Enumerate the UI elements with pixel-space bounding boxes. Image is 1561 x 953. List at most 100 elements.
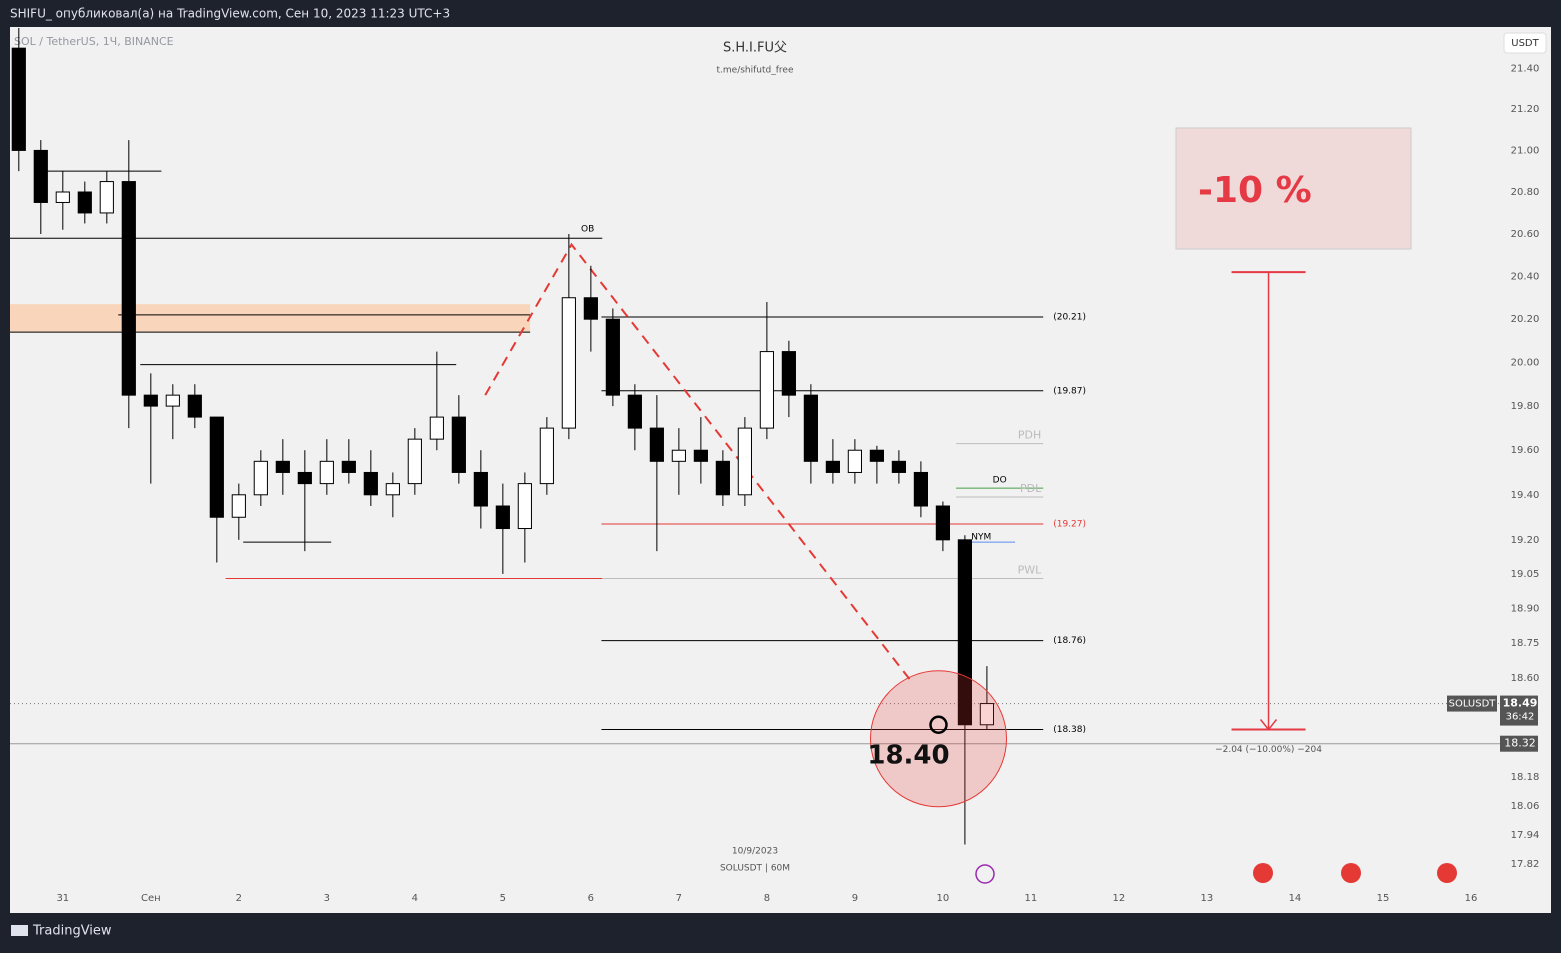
candle-body: [627, 394, 642, 429]
candle-body: [561, 297, 576, 429]
x-tick-label: 8: [764, 893, 770, 904]
level-label: NYM: [971, 533, 991, 543]
event-icon[interactable]: [1253, 863, 1273, 883]
candle-body: [363, 471, 378, 496]
symbol-tag-text: SOLUSDT: [1449, 699, 1497, 710]
interval-label: SOLUSDT | 60M: [720, 864, 790, 874]
y-tick-label: 18.18: [1511, 772, 1540, 783]
level-label: PDH: [1018, 429, 1041, 442]
candle-body: [825, 460, 840, 473]
level-label: (18.76): [1053, 636, 1086, 646]
y-tick-label: 18.75: [1511, 638, 1540, 649]
last-price-text: 18.49: [1503, 697, 1538, 710]
x-tick-label: 11: [1025, 893, 1038, 904]
candle-body: [605, 318, 620, 396]
x-tick-label: 6: [588, 893, 594, 904]
candle-body: [275, 460, 290, 473]
currency-box[interactable]: [1503, 32, 1547, 54]
level-label: DO: [993, 476, 1007, 486]
candle-body: [869, 449, 884, 462]
watermark: S.H.I.FU父: [723, 41, 787, 56]
event-icon[interactable]: [1437, 863, 1457, 883]
footer-brand[interactable]: TradingView: [32, 924, 112, 939]
x-tick-label: 10: [937, 893, 950, 904]
y-tick-label: 19.60: [1511, 445, 1540, 456]
symbol: SOL / TetherUS, 1Ч, BINANCE: [14, 35, 174, 48]
candle-body: [473, 471, 488, 507]
candle-body: [583, 297, 598, 320]
candle-body: [209, 416, 224, 518]
candle-body: [715, 460, 730, 496]
candle-body: [33, 149, 48, 203]
y-tick-label: 21.20: [1511, 104, 1540, 115]
y-tick-label: 19.20: [1511, 535, 1540, 546]
candle-body: [759, 351, 774, 429]
y-tick-label: 18.60: [1511, 673, 1540, 684]
candle-body: [143, 394, 158, 407]
candle-body: [77, 191, 92, 214]
candle-body: [891, 460, 906, 473]
x-tick-label: 9: [852, 893, 858, 904]
candle-body: [385, 483, 400, 496]
candle-body: [55, 191, 70, 203]
x-tick-label: Сен: [141, 893, 161, 904]
candle-body: [11, 47, 26, 151]
zone: [10, 304, 531, 333]
last-price-tag: [1500, 695, 1538, 726]
level-label: (18.38): [1053, 725, 1086, 735]
candle-body: [297, 471, 312, 485]
level-label: (20.21): [1053, 313, 1086, 323]
y-tick-label: 20.60: [1511, 229, 1540, 240]
candle-body: [495, 505, 510, 530]
candle-body: [913, 471, 928, 507]
date-label: 10/9/2023: [732, 847, 778, 857]
x-tick-label: 2: [236, 893, 242, 904]
candle-body: [979, 703, 995, 726]
candle-body: [341, 460, 356, 473]
x-tick-label: 12: [1113, 893, 1126, 904]
event-icon[interactable]: [975, 864, 995, 884]
watermark-sub: t.me/shifutd_free: [717, 66, 794, 76]
candle-body: [253, 460, 268, 496]
y-tick-label: 20.80: [1511, 187, 1540, 198]
low-price-text: 18.32: [1504, 737, 1536, 750]
brand-logo[interactable]: [11, 925, 28, 936]
candle-body: [407, 438, 422, 485]
currency[interactable]: USDT: [1511, 38, 1539, 49]
candle-body: [847, 449, 862, 473]
candle-body: [429, 416, 444, 440]
candle-body: [319, 460, 334, 485]
level-label: PWL: [1018, 563, 1043, 576]
candle-body: [671, 449, 686, 462]
x-tick-label: 16: [1465, 893, 1478, 904]
projection-line: [484, 242, 913, 684]
x-tick-label: 5: [500, 893, 506, 904]
x-tick-label: 15: [1377, 893, 1390, 904]
candle-body: [649, 427, 664, 462]
candle-body: [693, 449, 708, 462]
y-tick-label: 21.00: [1511, 145, 1540, 156]
candle-body: [781, 351, 796, 396]
y-tick-label: 18.90: [1511, 603, 1540, 614]
candle-body: [187, 394, 202, 418]
x-tick-label: 3: [324, 893, 330, 904]
measure-head: [1259, 719, 1278, 731]
level-label: OB: [581, 225, 594, 235]
y-tick-label: 19.40: [1511, 490, 1540, 501]
low-price-tag: [1500, 735, 1538, 752]
badge-text: -10 %: [1198, 170, 1312, 211]
target-zone: [869, 670, 1007, 808]
y-tick-label: 18.06: [1511, 801, 1540, 812]
x-tick-label: 4: [412, 893, 418, 904]
countdown: 36:42: [1506, 712, 1535, 723]
target-marker: [929, 715, 948, 735]
candle-body: [121, 181, 136, 396]
candle-body: [99, 181, 114, 214]
y-tick-label: 17.94: [1511, 830, 1540, 841]
level-label: (19.87): [1053, 386, 1086, 396]
x-tick-label: 14: [1289, 893, 1302, 904]
symbol-tag: [1447, 695, 1497, 712]
event-icon[interactable]: [1341, 863, 1361, 883]
